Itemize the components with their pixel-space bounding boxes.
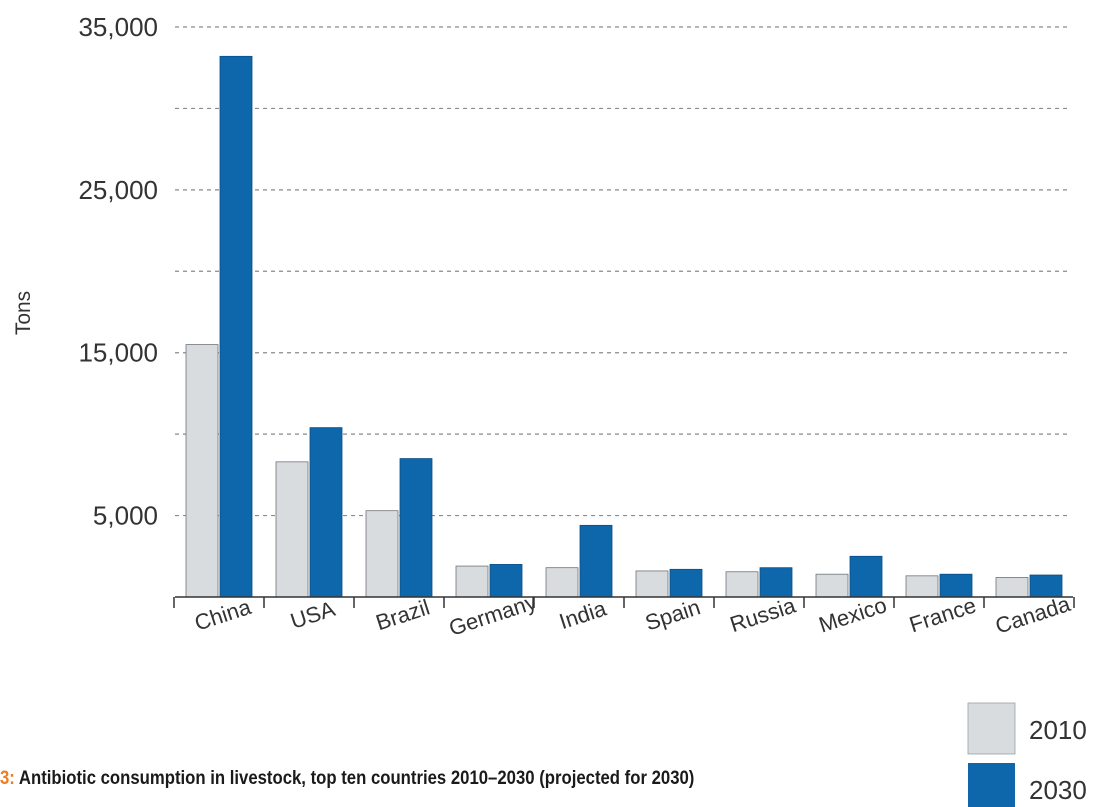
bar-2030-germany [489, 564, 523, 598]
bar-2010-france [905, 575, 939, 598]
bar-2010-india [545, 567, 579, 598]
legend-swatch-2010 [967, 702, 1016, 755]
bar-2010-russia [725, 571, 759, 598]
bars [185, 55, 1063, 598]
bar-2010-spain [635, 570, 669, 598]
x-category-label: USA [287, 596, 338, 634]
y-tick-label: 5,000 [93, 501, 158, 531]
legend-label-2010: 2010 [1029, 715, 1087, 745]
bar-2030-russia [759, 567, 793, 598]
y-axis-tick-labels: 5,000 15,000 25,000 35,000 [78, 12, 158, 531]
figure-caption: 3: Antibiotic consumption in livestock, … [0, 768, 845, 790]
bar-2010-brazil [365, 510, 399, 598]
legend: 2010 2030 [967, 702, 1087, 807]
bar-2030-mexico [849, 555, 883, 598]
x-category-label: Brazil [373, 594, 433, 635]
x-category-label: France [906, 592, 979, 637]
figure-number: 3: [0, 768, 15, 789]
y-tick-label: 15,000 [78, 338, 158, 368]
legend-swatch-2030 [968, 763, 1015, 807]
x-category-label: Russia [727, 592, 799, 637]
bar-2010-mexico [815, 573, 849, 598]
bar-2030-spain [669, 568, 703, 598]
bar-2010-china [185, 344, 219, 598]
x-axis [173, 596, 1075, 608]
x-category-label: Canada [992, 591, 1074, 639]
bar-2030-usa [309, 427, 343, 598]
gridlines [175, 26, 1070, 517]
x-category-label: Mexico [816, 592, 890, 637]
y-tick-label: 35,000 [78, 12, 158, 42]
bar-2030-india [579, 524, 613, 598]
y-axis-title: Tons [12, 291, 35, 335]
legend-label-2030: 2030 [1029, 775, 1087, 805]
bar-2010-usa [275, 461, 309, 598]
caption-text: Antibiotic consumption in livestock, top… [14, 768, 695, 789]
bar-2030-china [219, 55, 253, 598]
x-category-label: Spain [642, 594, 703, 635]
bar-2030-brazil [399, 458, 433, 598]
bar-2010-canada [995, 577, 1029, 598]
bar-2010-germany [455, 565, 489, 598]
x-category-label: India [556, 595, 610, 634]
y-tick-label: 25,000 [78, 175, 158, 205]
x-category-label: China [191, 594, 254, 636]
